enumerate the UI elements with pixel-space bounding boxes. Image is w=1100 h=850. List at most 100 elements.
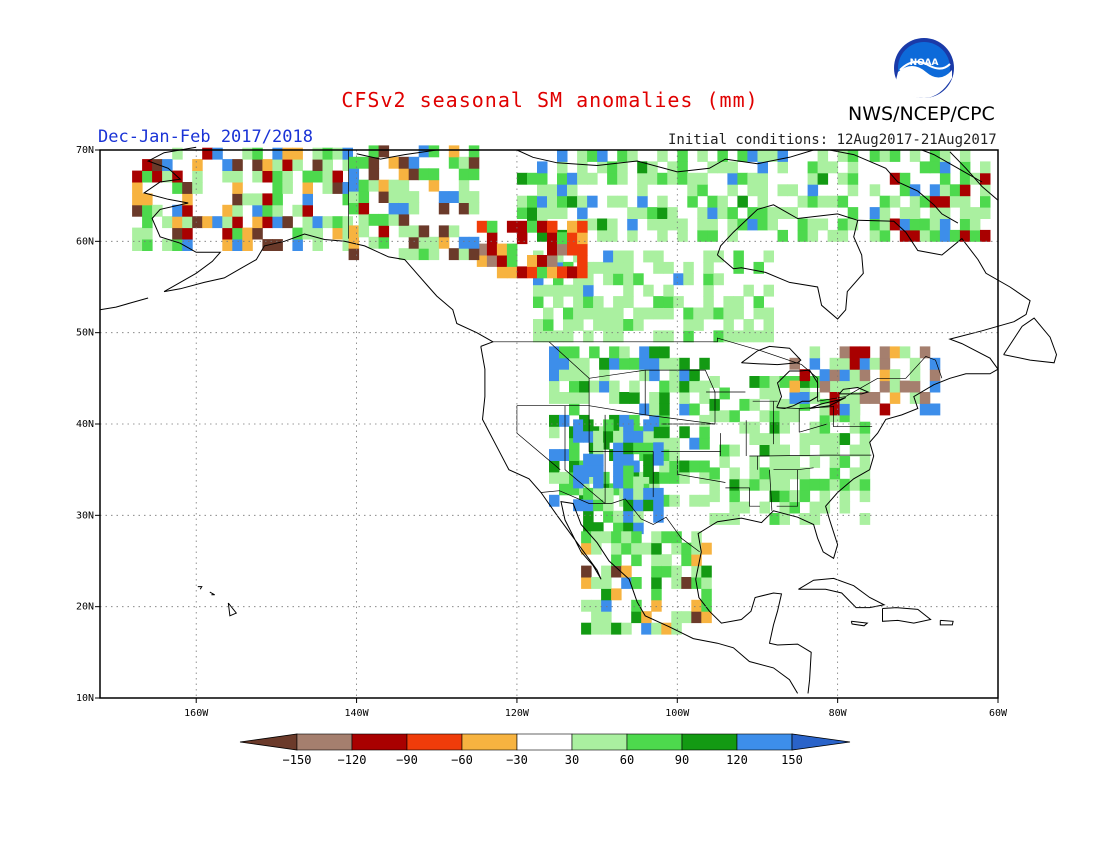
anomaly-cell [607, 229, 618, 242]
anomaly-cell [929, 150, 941, 162]
anomaly-cell [348, 191, 360, 203]
anomaly-cell [643, 453, 654, 466]
anomaly-cell [553, 284, 564, 297]
anomaly-cell [719, 513, 730, 525]
anomaly-cell [577, 243, 588, 256]
anomaly-cell [569, 483, 580, 496]
legend-label: −90 [396, 753, 418, 767]
anomaly-cell [342, 239, 353, 251]
legend-label: 60 [620, 753, 634, 767]
anomaly-cell [659, 403, 670, 416]
anomaly-cell [591, 577, 602, 589]
anomaly-cell [661, 565, 672, 578]
anomaly-cell [683, 307, 694, 320]
anomaly-cell [681, 611, 692, 624]
anomaly-cell [577, 232, 588, 245]
anomaly-cell [162, 170, 173, 183]
anomaly-cell [789, 410, 800, 423]
anomaly-cell [613, 510, 624, 523]
anomaly-cell [749, 376, 760, 388]
lon-tick-label: 100W [665, 708, 690, 719]
anomaly-cell [563, 319, 574, 331]
anomaly-cell [663, 330, 674, 343]
anomaly-cell [599, 380, 610, 393]
anomaly-cell [262, 170, 273, 183]
anomaly-cell [559, 414, 570, 427]
border-line [492, 337, 943, 402]
anomaly-cell [693, 307, 704, 320]
anomaly-cell [543, 307, 554, 320]
anomaly-cell [587, 150, 598, 162]
anomaly-cell [839, 357, 851, 370]
anomaly-cell [663, 284, 674, 297]
anomaly-cell [733, 330, 744, 343]
anomaly-cell [458, 191, 470, 203]
anomaly-cell [368, 168, 380, 181]
anomaly-cell [849, 444, 861, 457]
anomaly-cell [302, 182, 313, 194]
anomaly-cell [769, 433, 780, 445]
anomaly-cell [779, 490, 790, 503]
anomaly-cell [779, 467, 790, 480]
anomaly-cell [567, 220, 578, 233]
anomaly-cell [599, 369, 610, 382]
coastline [209, 591, 215, 596]
anomaly-cell [827, 229, 839, 242]
anomaly-cell [388, 191, 400, 203]
anomaly-cell [689, 437, 700, 450]
anomaly-cell [739, 398, 750, 411]
anomaly-cell [583, 465, 594, 477]
anomaly-cell [543, 284, 554, 297]
anomaly-cell [563, 307, 574, 320]
anomaly-cell [753, 296, 764, 308]
anomaly-cell [837, 218, 849, 231]
anomaly-cell [819, 478, 831, 491]
anomaly-cell [547, 243, 558, 256]
anomaly-cell [703, 307, 714, 320]
anomaly-cell [789, 490, 800, 503]
anomaly-cell [583, 296, 594, 308]
anomaly-cell [583, 419, 594, 432]
anomaly-cell [573, 465, 584, 477]
anomaly-cell [757, 195, 768, 208]
anomaly-cell [679, 357, 690, 370]
anomaly-cell [611, 531, 622, 544]
anomaly-cell [633, 307, 644, 320]
anomaly-cell [829, 376, 841, 388]
anomaly-cell [669, 460, 680, 473]
anomaly-cell [458, 202, 470, 215]
anomaly-cell [649, 471, 660, 484]
anomaly-cell [581, 577, 592, 589]
anomaly-cell [929, 207, 941, 219]
anomaly-cell [707, 218, 718, 231]
anomaly-cell [222, 159, 233, 171]
anomaly-cell [579, 471, 590, 484]
anomaly-cell [980, 195, 991, 208]
anomaly-cell [272, 159, 283, 171]
anomaly-cell [807, 229, 819, 242]
anomaly-cell [438, 225, 450, 238]
anomaly-cell [593, 442, 604, 455]
anomaly-cell [737, 195, 748, 208]
anomaly-cell [737, 150, 748, 162]
anomaly-cell [737, 172, 748, 185]
anomaly-cell [593, 296, 604, 308]
anomaly-cell [621, 622, 632, 635]
anomaly-cell [959, 207, 971, 219]
anomaly-cell [132, 170, 143, 183]
anomaly-cell [657, 207, 668, 219]
anomaly-cell [809, 478, 821, 491]
anomaly-cell [272, 147, 283, 160]
anomaly-cell [889, 218, 901, 231]
anomaly-cell [633, 522, 644, 535]
anomaly-cell [849, 467, 861, 480]
anomaly-cell [637, 195, 648, 208]
anomaly-cell [623, 284, 634, 297]
anomaly-cell [623, 522, 634, 535]
anomaly-cell [709, 513, 720, 525]
anomaly-cell [631, 554, 642, 567]
anomaly-cell [817, 218, 829, 231]
anomaly-cell [839, 369, 851, 382]
anomaly-cell [609, 357, 620, 370]
legend-arrow-high [791, 733, 851, 751]
